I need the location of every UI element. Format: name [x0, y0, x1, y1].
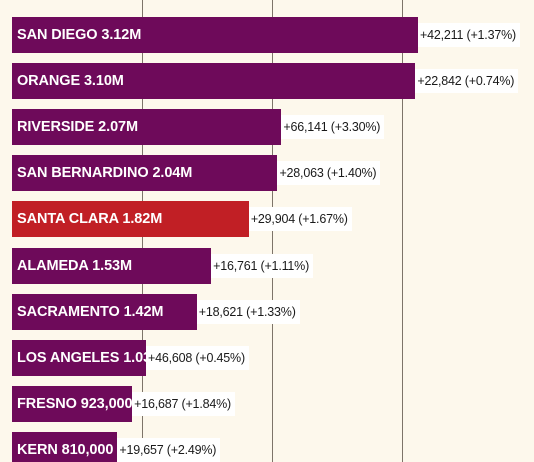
change-label-kern: +19,657 (+2.49%)	[117, 437, 221, 462]
bar-kern	[12, 431, 118, 462]
bar-orange	[12, 63, 416, 100]
change-label-orange: +22,842 (+0.74%)	[415, 69, 519, 94]
change-label-san-bernardino: +28,063 (+1.40%)	[277, 161, 381, 186]
bar-label-san-diego: SAN DIEGO 3.12M	[17, 27, 142, 43]
bar-label-san-bernardino: SAN BERNARDINO 2.04M	[17, 165, 193, 182]
bar-label-orange: ORANGE 3.10M	[17, 73, 124, 90]
gridline-3m	[402, 0, 403, 462]
bar-label-alameda: ALAMEDA 1.53M	[17, 257, 132, 274]
change-label-fresno: +16,687 (+1.84%)	[132, 391, 235, 416]
bar-san-diego	[12, 17, 418, 53]
bar-riverside	[12, 109, 282, 146]
bar-label-riverside: RIVERSIDE 2.07M	[17, 119, 138, 136]
bar-label-sacramento: SACRAMENTO 1.42M	[17, 303, 164, 320]
change-label-alameda: +16,761 (+1.11%)	[211, 253, 314, 278]
change-label-riverside: +66,141 (+3.30%)	[281, 115, 385, 140]
bar-los-angeles	[12, 339, 147, 376]
bar-label-santa-clara: SANTA CLARA 1.82M	[17, 211, 163, 228]
bar-alameda	[12, 247, 212, 284]
bar-fresno	[12, 385, 133, 422]
bar-label-kern: KERN 810,000	[17, 441, 114, 458]
change-label-santa-clara: +29,904 (+1.67%)	[248, 207, 352, 232]
bar-sacramento	[12, 293, 197, 330]
bar-san-bernardino	[12, 155, 278, 192]
change-label-sacramento: +18,621 (+1.33%)	[196, 299, 300, 324]
bar-santa-clara	[12, 201, 249, 238]
change-label-los-angeles: +46,608 (+0.45%)	[146, 345, 249, 370]
bar-label-fresno: FRESNO 923,000	[17, 395, 133, 412]
change-label-san-diego: +42,211 (+1.37%)	[418, 23, 520, 47]
bar-label-los-angeles: LOS ANGELES 1.03M	[17, 349, 164, 366]
